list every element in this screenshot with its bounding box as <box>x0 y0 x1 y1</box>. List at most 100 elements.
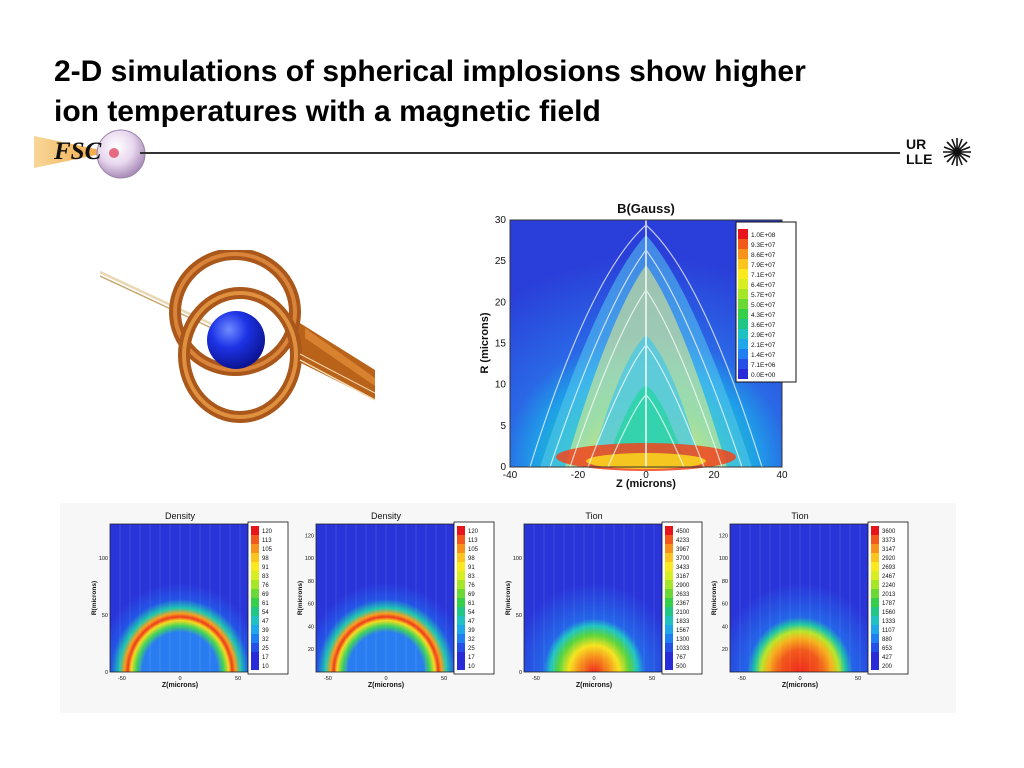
panel-y-tick-label: 0 <box>519 670 522 676</box>
panel-colorbar-swatch <box>457 652 465 661</box>
panel-colorbar-swatch <box>871 652 879 661</box>
panel-x-tick-label: -50 <box>324 676 332 682</box>
coil-target-illustration <box>100 250 375 423</box>
panel-title: Tion <box>791 511 808 521</box>
panel-colorbar-swatch <box>251 616 259 625</box>
panel-colorbar-swatch <box>251 652 259 661</box>
panel-colorbar-swatch <box>871 661 879 670</box>
panel-colorbar-swatch <box>665 607 673 616</box>
b-plot-y-tick-label: 15 <box>495 339 507 350</box>
panel-y-tick-label: 80 <box>308 579 314 585</box>
panel-y-tick-label: 50 <box>102 613 108 619</box>
panel-colorbar-swatch <box>665 616 673 625</box>
b-field-plot: B(Gauss) Z (microns) R (microns) -40 -20 0… <box>479 201 797 490</box>
panel-grid-texture <box>119 524 241 672</box>
panel-colorbar-label: 39 <box>468 628 475 634</box>
density-plot-2: Density Z(microns) R(microns) -50 0 50 20 40 60 8… <box>297 511 495 689</box>
b-colorbar-label: 9.3E+07 <box>751 242 776 249</box>
panel-colorbar-label: 1107 <box>882 628 896 634</box>
panel-x-tick-label: -50 <box>738 676 746 682</box>
panel-colorbar-swatch <box>871 535 879 544</box>
b-colorbar-swatch <box>738 299 748 309</box>
panel-colorbar-label: 3433 <box>676 565 690 571</box>
urlle-logo-line-2: LLE <box>906 151 933 167</box>
panel-ylabel: R(microns) <box>91 581 98 615</box>
panel-colorbar-swatch <box>871 544 879 553</box>
panel-colorbar-swatch <box>251 661 259 670</box>
panel-colorbar-label: 4233 <box>676 538 690 544</box>
panel-colorbar-swatch <box>457 526 465 535</box>
panel-plot-field <box>730 524 870 672</box>
panel-colorbar-label: 1833 <box>676 619 690 625</box>
panel-colorbar-label: 1560 <box>882 610 896 616</box>
b-plot-x-ticks: -40 -20 0 20 40 <box>503 470 788 481</box>
b-colorbar-swatch <box>738 249 748 259</box>
panel-colorbar-swatch <box>457 625 465 634</box>
panel-grid-texture <box>533 524 655 672</box>
panel-x-tick-label: 50 <box>649 676 655 682</box>
b-colorbar-label: 4.3E+07 <box>751 312 776 319</box>
panel-colorbar-label: 47 <box>262 619 269 625</box>
urlle-logo-line-1: UR <box>906 136 927 152</box>
panel-colorbar-label: 17 <box>262 655 269 661</box>
panel-colorbar-label: 113 <box>468 538 478 544</box>
panel-colorbar-swatch <box>457 616 465 625</box>
panel-colorbar-label: 2013 <box>882 592 896 598</box>
b-colorbar-label: 7.1E+06 <box>751 362 776 369</box>
panel-colorbar-swatch <box>871 526 879 535</box>
panel-y-tick-label: 20 <box>722 647 728 653</box>
panel-colorbar-swatch <box>665 661 673 670</box>
panel-colorbar-label: 25 <box>262 646 269 652</box>
target-sphere <box>207 311 265 369</box>
panel-colorbar-swatch <box>251 607 259 616</box>
panel-colorbar-swatch <box>665 580 673 589</box>
panel-plot-field <box>316 524 456 672</box>
panel-y-tick-label: 50 <box>516 613 522 619</box>
panel-colorbar-swatch <box>665 544 673 553</box>
b-plot-ylabel: R (microns) <box>479 312 491 373</box>
b-colorbar-swatch <box>738 269 748 279</box>
panel-y-tick-label: 100 <box>99 556 108 562</box>
panel-colorbar-swatch <box>251 598 259 607</box>
b-colorbar-label: 8.6E+07 <box>751 252 776 259</box>
panel-colorbar-label: 54 <box>262 610 269 616</box>
panel-colorbar-swatch <box>871 562 879 571</box>
panel-colorbar-swatch <box>251 634 259 643</box>
b-colorbar-label: 5.0E+07 <box>751 302 776 309</box>
panel-colorbar-swatch <box>871 589 879 598</box>
panel-colorbar-swatch <box>871 616 879 625</box>
panel-colorbar-swatch <box>871 571 879 580</box>
panel-colorbar-label: 2467 <box>882 574 896 580</box>
panel-colorbar-swatch <box>457 634 465 643</box>
b-colorbar-label: 0.0E+00 <box>751 372 776 379</box>
panel-colorbar-label: 47 <box>468 619 475 625</box>
b-colorbar-swatch <box>738 229 748 239</box>
panel-colorbar-swatch <box>251 553 259 562</box>
panel-colorbar-label: 61 <box>262 601 269 607</box>
b-colorbar-label: 3.6E+07 <box>751 322 776 329</box>
panel-title: Density <box>371 511 402 521</box>
b-colorbar-swatch <box>738 239 748 249</box>
b-plot-y-tick-label: 20 <box>495 297 507 308</box>
panel-xlabel: Z(microns) <box>368 682 404 689</box>
panel-colorbar-label: 120 <box>262 529 273 535</box>
panel-colorbar-label: 39 <box>262 628 269 634</box>
panel-colorbar-swatch <box>457 643 465 652</box>
b-colorbar-swatch <box>738 329 748 339</box>
panel-colorbar-swatch <box>665 652 673 661</box>
panel-x-tick-label: 0 <box>178 676 181 682</box>
panel-colorbar-label: 83 <box>468 574 475 580</box>
panel-colorbar-swatch <box>871 643 879 652</box>
panel-colorbar-swatch <box>251 589 259 598</box>
panel-title: Density <box>165 511 196 521</box>
panel-colorbar-swatch <box>251 544 259 553</box>
b-plot-y-tick-label: 5 <box>500 421 506 432</box>
panel-y-tick-label: 100 <box>513 556 522 562</box>
panel-title: Tion <box>585 511 602 521</box>
panel-colorbar-swatch <box>665 589 673 598</box>
panel-colorbar-swatch <box>871 634 879 643</box>
starburst-icon <box>943 138 971 166</box>
panel-y-tick-label: 20 <box>308 647 314 653</box>
panel-colorbar-label: 4500 <box>676 529 690 535</box>
panel-colorbar-label: 69 <box>468 592 475 598</box>
